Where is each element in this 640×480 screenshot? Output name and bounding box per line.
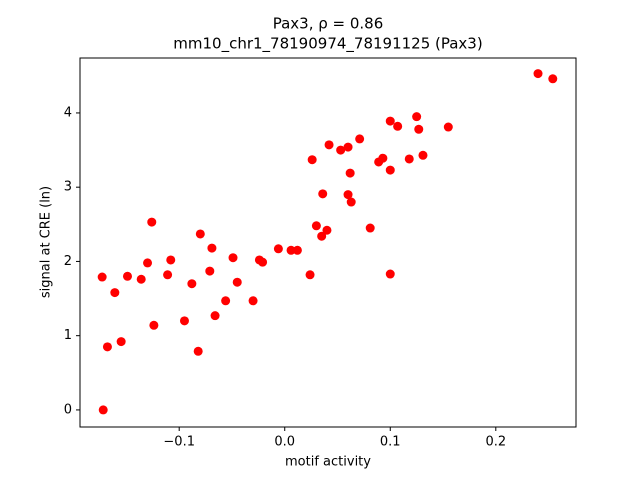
point bbox=[166, 255, 176, 265]
y-axis-label: signal at CRE (ln) bbox=[39, 186, 54, 298]
y-tick-label: 2 bbox=[64, 254, 72, 269]
point bbox=[385, 165, 395, 175]
point bbox=[324, 140, 334, 150]
plot-frame bbox=[79, 57, 577, 428]
point bbox=[97, 272, 107, 282]
point bbox=[414, 124, 424, 134]
point bbox=[317, 231, 327, 241]
point bbox=[102, 342, 112, 352]
point bbox=[136, 274, 146, 284]
x-tick-label: 0.2 bbox=[485, 435, 506, 450]
point bbox=[116, 337, 126, 347]
chart-subtitle: mm10_chr1_78190974_78191125 (Pax3) bbox=[173, 35, 482, 54]
point bbox=[149, 320, 159, 330]
point bbox=[286, 245, 296, 255]
point bbox=[305, 270, 315, 280]
point bbox=[221, 296, 231, 306]
point bbox=[404, 154, 414, 164]
point bbox=[163, 270, 173, 280]
y-tick-label: 4 bbox=[64, 105, 72, 120]
point bbox=[548, 74, 558, 84]
x-tick-label: 0.0 bbox=[274, 435, 295, 450]
point bbox=[311, 221, 321, 231]
point bbox=[205, 266, 215, 276]
y-tick-label: 1 bbox=[64, 328, 72, 343]
point bbox=[98, 405, 108, 415]
x-tick-label: −0.1 bbox=[163, 435, 195, 450]
point bbox=[273, 244, 283, 254]
point bbox=[343, 190, 353, 200]
point bbox=[195, 229, 205, 239]
point bbox=[418, 150, 428, 160]
point bbox=[385, 116, 395, 126]
point bbox=[207, 243, 217, 253]
point bbox=[412, 112, 422, 122]
point bbox=[193, 346, 203, 356]
point bbox=[355, 134, 365, 144]
point bbox=[292, 245, 302, 255]
point bbox=[343, 142, 353, 152]
point bbox=[258, 257, 268, 267]
point bbox=[385, 269, 395, 279]
point bbox=[393, 121, 403, 131]
point bbox=[318, 189, 328, 199]
x-tick-label: 0.1 bbox=[380, 435, 401, 450]
point bbox=[143, 258, 153, 268]
point bbox=[365, 223, 375, 233]
point bbox=[110, 288, 120, 298]
point bbox=[345, 168, 355, 178]
point bbox=[307, 155, 317, 165]
point bbox=[179, 316, 189, 326]
y-tick-label: 0 bbox=[64, 402, 72, 417]
x-axis-label: motif activity bbox=[285, 455, 371, 470]
point bbox=[232, 277, 242, 287]
y-tick-label: 3 bbox=[64, 180, 72, 195]
point bbox=[533, 69, 543, 79]
point bbox=[122, 271, 132, 281]
chart-title: Pax3, ρ = 0.86 bbox=[273, 15, 384, 33]
point bbox=[346, 197, 356, 207]
point bbox=[378, 153, 388, 163]
point bbox=[228, 253, 238, 263]
point bbox=[336, 145, 346, 155]
point bbox=[210, 311, 220, 321]
point bbox=[443, 122, 453, 132]
point bbox=[322, 225, 332, 235]
point bbox=[187, 279, 197, 289]
point bbox=[248, 296, 258, 306]
point bbox=[147, 217, 157, 227]
